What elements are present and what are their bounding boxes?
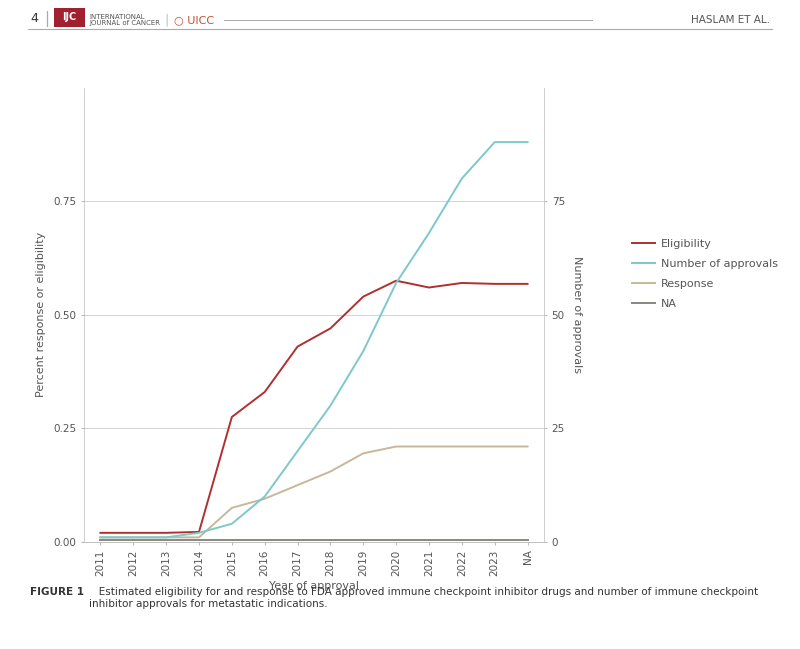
Text: FIGURE 1: FIGURE 1 [30,587,85,597]
Text: Estimated eligibility for and response to FDA approved immune checkpoint inhibit: Estimated eligibility for and response t… [89,587,758,609]
Text: ○ UICC: ○ UICC [174,15,214,25]
Legend: Eligibility, Number of approvals, Response, NA: Eligibility, Number of approvals, Respon… [632,239,778,308]
Text: |: | [164,14,169,27]
X-axis label: Year of approval: Year of approval [269,582,359,591]
Text: HASLAM ET AL.: HASLAM ET AL. [690,15,770,25]
Text: INTERNATIONAL: INTERNATIONAL [90,14,146,20]
Text: 4: 4 [30,12,38,25]
Y-axis label: Number of approvals: Number of approvals [572,256,582,373]
Text: |: | [44,11,49,27]
Text: JOURNAL of CANCER: JOURNAL of CANCER [90,20,161,27]
Y-axis label: Percent response or eligibility: Percent response or eligibility [36,232,46,397]
Text: IJC: IJC [62,12,77,22]
